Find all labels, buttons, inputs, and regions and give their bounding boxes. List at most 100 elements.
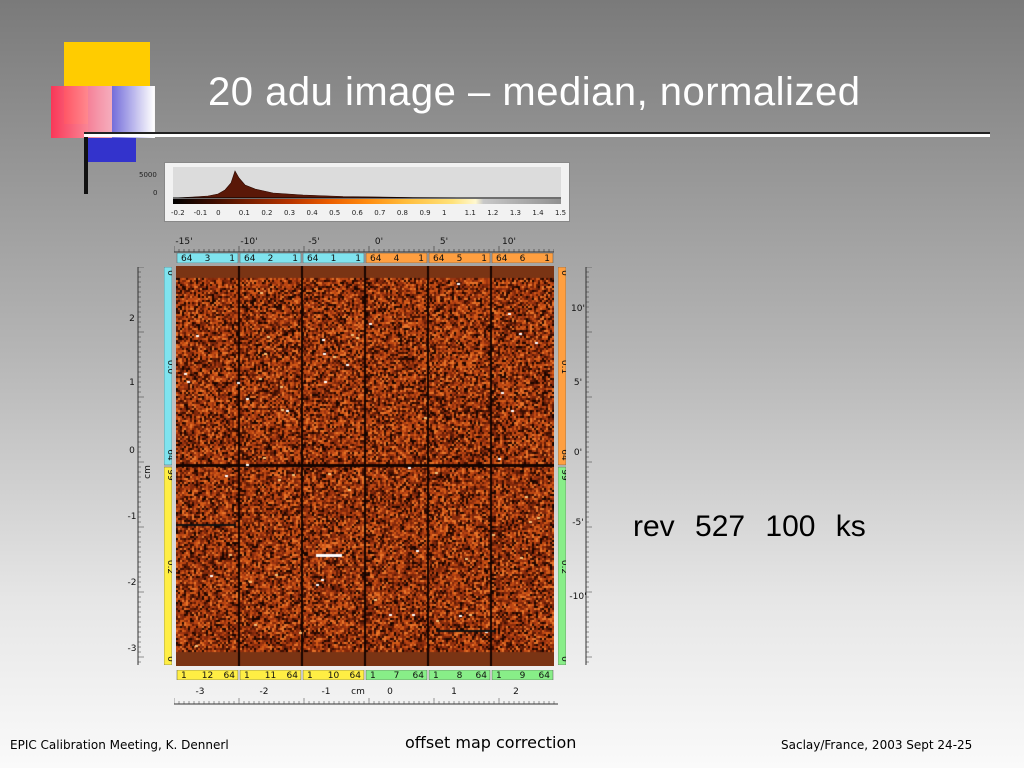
- top-angle-axis: -15' -10' -5' 0' 5' 10': [174, 237, 554, 253]
- chip-readout-right: 1: [544, 254, 550, 263]
- chip-number: 8: [457, 671, 463, 680]
- histogram-x-tick: 0.9: [419, 209, 431, 217]
- quadrant-bar-label: 0.0: [165, 360, 172, 375]
- chip-readout-right: 64: [224, 671, 236, 680]
- top-angle-tick-label: 10': [502, 237, 516, 247]
- chip-readout-right: 64: [539, 671, 551, 680]
- quadrant-bar-label: 0: [559, 656, 566, 662]
- bottom-chip-labels: 1 12 64 1 11 64 1 10 64 1 7 64 1 8 64 1 9 64: [176, 670, 554, 680]
- histogram-x-tick: 0.2: [261, 209, 273, 217]
- top-chip-labels: 64 3 1 64 2 1 64 1 1 64 4 1 64 5 1 64 6 1: [176, 253, 554, 263]
- chip-number: 1: [331, 254, 337, 263]
- chip-number: 9: [520, 671, 526, 680]
- chip-readout-left: 1: [433, 671, 439, 680]
- left-quadrant-bar: 0 0.0 64 99 0.2 0: [164, 267, 172, 665]
- quadrant-bar-label: 99: [165, 469, 172, 481]
- quadrant-bar-upper: [164, 267, 172, 466]
- histogram-x-tick: 1.4: [532, 209, 544, 217]
- chip-label-box: [176, 670, 239, 680]
- histogram-plot: [172, 167, 561, 199]
- chip-number: 6: [520, 254, 526, 263]
- decor-vertical-rule: [84, 132, 88, 194]
- histogram-x-tick: 1.1: [464, 209, 476, 217]
- slide-title: 20 adu image – median, normalized: [208, 70, 861, 114]
- histogram-x-tick: -0.1: [193, 209, 208, 217]
- chip-readout-left: 1: [307, 671, 313, 680]
- chip-label-box: [302, 670, 365, 680]
- left-axis-label: 0: [129, 446, 135, 456]
- histogram-x-tick: 1.2: [487, 209, 499, 217]
- chip-readout-left: 64: [496, 254, 508, 263]
- quadrant-bar-label: 0.2: [165, 560, 172, 574]
- quadrant-bar-lower: [164, 466, 172, 665]
- histogram-x-tick: 0.1: [238, 209, 250, 217]
- decor-blue-overlay: [112, 86, 154, 138]
- histogram-x-tick: 0.6: [351, 209, 363, 217]
- left-cm-axis: 2 1 0 -1 -2 -3 cm: [128, 267, 153, 665]
- top-angle-tick-label: -15': [175, 237, 192, 247]
- quadrant-bar-upper: [558, 267, 566, 466]
- bottom-axis-label: 1: [451, 687, 457, 697]
- chip-readout-left: 1: [244, 671, 250, 680]
- histogram-x-tick: 1: [442, 209, 447, 217]
- top-angle-tick-label: 0': [375, 237, 383, 247]
- bottom-axis-label: -1: [322, 687, 331, 697]
- histogram-curve: [172, 170, 561, 199]
- quadrant-bar-lower: [558, 466, 566, 665]
- footer-left: EPIC Calibration Meeting, K. Dennerl: [10, 738, 229, 752]
- bottom-axis-unit: cm: [351, 687, 365, 697]
- chip-readout-right: 1: [418, 254, 424, 263]
- quadrant-bar-label: 0.2: [559, 560, 566, 574]
- quadrant-bar-label: 0.1: [559, 360, 566, 374]
- chip-readout-left: 64: [244, 254, 256, 263]
- right-axis-label: 5': [574, 378, 582, 388]
- chip-number: 12: [202, 671, 213, 680]
- chip-number: 11: [265, 671, 276, 680]
- footer-right: Saclay/France, 2003 Sept 24-25: [781, 738, 973, 752]
- histogram-x-tick: 0.3: [283, 209, 296, 217]
- histogram-x-tick: -0.2: [171, 209, 185, 217]
- chip-readout-right: 1: [355, 254, 361, 263]
- bottom-axis-label: 0: [387, 687, 393, 697]
- histogram-y-tick: 5000: [139, 171, 157, 179]
- chip-label-box: [302, 253, 365, 263]
- histogram-panel: 5000 0 -0.2 -0.1 0 0.1 0.2 0.3 0.4 0.5 0.6 0.7 0.8…: [139, 162, 570, 222]
- chip-label-box: [365, 670, 428, 680]
- chip-readout-right: 1: [292, 254, 298, 263]
- chip-readout-right: 1: [229, 254, 235, 263]
- quadrant-bar-label: 0: [165, 656, 172, 662]
- chip-number: 5: [457, 254, 463, 263]
- title-underline: [84, 132, 990, 137]
- right-axis-label: -10': [569, 592, 586, 602]
- bottom-axis-label: 2: [513, 687, 519, 697]
- chip-label-box: [428, 253, 491, 263]
- left-axis-label: -3: [128, 644, 137, 654]
- histogram-x-tick: 1.5: [555, 209, 567, 217]
- left-axis-label: -1: [128, 512, 137, 522]
- left-axis-label: 2: [129, 314, 135, 324]
- right-quadrant-bar: 0 0.1 64 99 0.2 0: [558, 267, 566, 665]
- histogram-x-tick: 0: [216, 209, 221, 217]
- chip-readout-left: 64: [307, 254, 319, 263]
- right-axis-label: 10': [571, 304, 585, 314]
- histogram-x-tick: 0.7: [374, 209, 386, 217]
- top-angle-tick-label: -10': [240, 237, 257, 247]
- chip-readout-left: 1: [370, 671, 376, 680]
- left-axis-label: -2: [128, 578, 137, 588]
- chip-number: 10: [328, 671, 340, 680]
- histogram-x-tick: 0.4: [306, 209, 318, 217]
- chip-number: 3: [205, 254, 211, 263]
- chip-label-box: [239, 253, 302, 263]
- chip-readout-left: 64: [181, 254, 193, 263]
- detector-canvas: [176, 266, 554, 666]
- chip-readout-right: 64: [350, 671, 362, 680]
- footer-center: offset map correction: [405, 733, 577, 752]
- histogram-x-tick: 1.3: [509, 209, 521, 217]
- chip-label-box: [176, 253, 239, 263]
- chip-number: 7: [394, 671, 400, 680]
- quadrant-bar-label: 64: [559, 449, 566, 461]
- quadrant-bar-label: 64: [165, 449, 172, 461]
- colorbar: [173, 199, 561, 204]
- left-axis-label: 1: [129, 378, 135, 388]
- histogram-x-ticks: -0.2 -0.1 0 0.1 0.2 0.3 0.4 0.5 0.6 0.7 0.8 0.9 1 1.1…: [171, 209, 566, 219]
